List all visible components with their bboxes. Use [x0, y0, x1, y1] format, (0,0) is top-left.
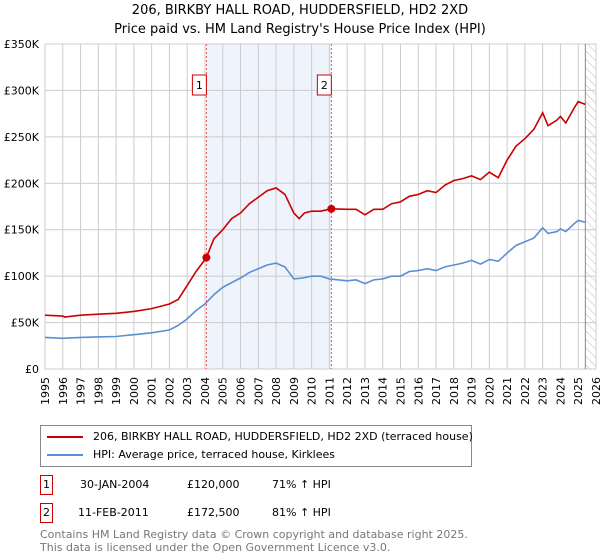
footer-line: Contains HM Land Registry data © Crown c… [40, 528, 468, 541]
sale-point [202, 253, 211, 262]
x-tick-label: 1998 [92, 377, 105, 405]
sale-row: 2 11-FEB-2011 £172,500 81% ↑ HPI [40, 503, 440, 523]
sale-row: 1 30-JAN-2004 £120,000 71% ↑ HPI [40, 475, 440, 495]
legend-swatch [47, 436, 83, 438]
y-tick-label: £300K [4, 84, 40, 97]
x-tick-label: 2024 [554, 377, 567, 405]
y-tick-label: £150K [4, 224, 40, 237]
legend: 206, BIRKBY HALL ROAD, HUDDERSFIELD, HD2… [40, 425, 473, 467]
x-tick-label: 2011 [323, 377, 336, 405]
footer: Contains HM Land Registry data © Crown c… [40, 528, 468, 554]
x-tick-label: 1995 [39, 377, 52, 405]
series-line [44, 219, 586, 340]
y-tick-label: £350K [4, 38, 40, 51]
legend-item-hpi: HPI: Average price, terraced house, Kirk… [47, 448, 335, 462]
x-tick-label: 2013 [359, 377, 372, 405]
x-tick-label: 2012 [341, 377, 354, 405]
x-tick-label: 2007 [252, 377, 265, 405]
x-tick-label: 2014 [377, 377, 390, 405]
sale-badge: 2 [40, 503, 53, 523]
x-tick-label: 2016 [412, 377, 425, 405]
y-tick-label: £200K [4, 177, 40, 190]
sale-marker-label: 2 [321, 79, 328, 92]
x-tick-label: 2021 [501, 377, 514, 405]
legend-item-property: 206, BIRKBY HALL ROAD, HUDDERSFIELD, HD2… [47, 430, 473, 444]
x-tick-label: 2001 [146, 377, 159, 405]
x-tick-label: 2008 [270, 377, 283, 405]
x-tick-label: 2004 [199, 377, 212, 405]
price-chart: 1 2 £0 £50K £100K £150K £200K £250K £300K £350K 19… [4, 38, 600, 405]
footer-line: This data is licensed under the Open Gov… [40, 541, 391, 554]
chart-title: 206, BIRKBY HALL ROAD, HUDDERSFIELD, HD2… [0, 1, 600, 39]
sale-marker-box [191, 74, 207, 96]
x-tick-label: 2010 [306, 377, 319, 405]
legend-label: 206, BIRKBY HALL ROAD, HUDDERSFIELD, HD2… [93, 430, 473, 443]
x-tick-label: 2023 [537, 377, 550, 405]
shaded-period [206, 44, 332, 369]
forecast-hatch [585, 44, 596, 369]
y-tick-label: £0 [25, 363, 39, 376]
x-tick-label: 1996 [57, 377, 70, 405]
legend-label: HPI: Average price, terraced house, Kirk… [93, 448, 336, 461]
y-tick-label: £100K [4, 270, 40, 283]
x-tick-label: 2026 [590, 377, 600, 405]
sale-badge: 1 [40, 475, 53, 495]
x-tick-label: 2015 [394, 377, 407, 405]
x-tick-label: 2002 [163, 377, 176, 405]
x-tick-label: 2020 [483, 377, 496, 405]
sale-marker-label: 1 [196, 79, 203, 92]
sale-hpi: 71% ↑ HPI [272, 478, 331, 491]
x-tick-label: 2006 [235, 377, 248, 405]
x-tick-label: 1999 [110, 377, 123, 405]
sale-date: 30-JAN-2004 [80, 478, 150, 491]
sale-price: £120,000 [187, 478, 240, 491]
x-tick-label: 2009 [288, 377, 301, 405]
x-tick-label: 2019 [466, 377, 479, 405]
y-tick-label: £250K [4, 131, 40, 144]
x-tick-label: 2000 [128, 377, 141, 405]
x-tick-label: 2022 [519, 377, 532, 405]
x-tick-label: 2018 [448, 377, 461, 405]
y-tick-label: £50K [11, 317, 40, 330]
sale-marker-box [316, 74, 332, 96]
sale-price: £172,500 [187, 506, 240, 519]
series-line [44, 100, 586, 318]
x-tick-label: 1997 [75, 377, 88, 405]
x-tick-label: 2003 [181, 377, 194, 405]
sale-hpi: 81% ↑ HPI [272, 506, 331, 519]
x-tick-label: 2005 [217, 377, 230, 405]
x-tick-label: 2025 [572, 377, 585, 405]
subtitle-line: Price paid vs. HM Land Registry's House … [114, 22, 486, 37]
sale-date: 11-FEB-2011 [78, 506, 149, 519]
legend-swatch [47, 454, 83, 456]
title-line: 206, BIRKBY HALL ROAD, HUDDERSFIELD, HD2… [131, 3, 469, 18]
x-tick-label: 2017 [430, 377, 443, 405]
sale-point [327, 204, 336, 213]
